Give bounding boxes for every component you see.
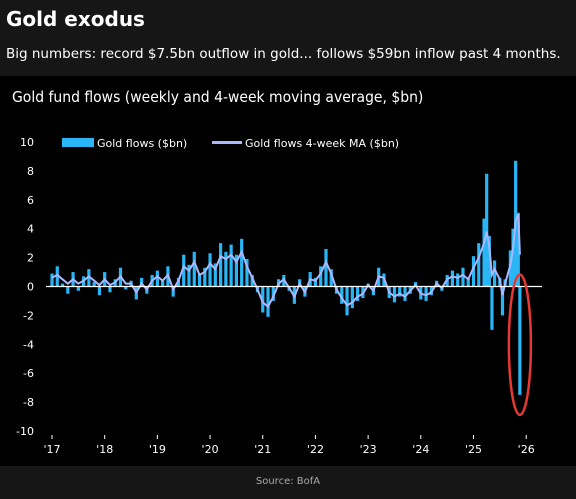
gold-flows-chart: Gold fund flows (weekly and 4-week movin…	[12, 88, 542, 456]
flow-bar	[92, 282, 96, 287]
y-tick-label: -4	[23, 338, 34, 351]
flow-bar	[208, 253, 212, 287]
flow-bar	[219, 243, 223, 287]
x-tick-label: '25	[465, 443, 482, 456]
outflow-highlight-ellipse	[507, 273, 533, 417]
chart-panel: Gold fund flows (weekly and 4-week movin…	[0, 76, 576, 466]
flow-bar	[161, 280, 165, 287]
flow-bar	[329, 269, 333, 287]
flow-bar	[345, 286, 349, 316]
flow-bar	[182, 254, 186, 287]
flow-bar	[516, 212, 520, 287]
flow-bar	[487, 235, 491, 287]
flow-bar	[392, 286, 397, 303]
y-tick-label: 4	[27, 223, 34, 236]
subheadline: Big numbers: record $7.5bn outflow in go…	[6, 46, 561, 62]
x-tick-label: '17	[43, 443, 60, 456]
flow-bar	[66, 286, 70, 294]
flow-bar	[492, 260, 497, 287]
flow-bar	[450, 270, 455, 287]
flow-bar	[187, 264, 191, 287]
flow-bar	[355, 286, 360, 301]
y-tick-label: 2	[27, 252, 34, 265]
flow-bar	[97, 286, 102, 296]
x-tick-label: '22	[307, 443, 324, 456]
flow-bar	[155, 270, 159, 287]
flow-bar	[424, 286, 428, 301]
flow-bar	[50, 273, 54, 287]
flow-bar	[313, 277, 318, 287]
flow-bar	[398, 286, 402, 297]
flow-bar	[485, 173, 489, 287]
flow-bar	[250, 274, 254, 287]
flow-bar	[350, 286, 354, 309]
x-tick-label: '26	[518, 443, 535, 456]
y-tick-label: -10	[16, 425, 34, 438]
flow-bar	[477, 243, 481, 287]
flow-bar	[76, 286, 80, 291]
flow-bar	[60, 283, 65, 287]
flow-bar	[319, 266, 323, 287]
flow-bar	[203, 267, 207, 287]
flow-bar	[55, 266, 59, 287]
flow-bar	[213, 263, 217, 287]
flow-bar	[456, 273, 460, 287]
y-tick-label: 0	[27, 281, 34, 294]
flow-bar	[197, 273, 202, 287]
flow-bar	[518, 286, 522, 395]
x-tick-label: '24	[412, 443, 429, 456]
x-tick-label: '18	[96, 443, 113, 456]
flow-bar	[271, 286, 275, 301]
flow-bar	[171, 286, 175, 297]
legend-label-gold-flows: Gold flows ($bn)	[97, 137, 187, 150]
flow-bar	[403, 286, 407, 301]
flow-bar	[324, 248, 328, 287]
y-tick-label: -6	[23, 367, 34, 380]
y-tick-label: -8	[23, 396, 34, 409]
flow-bar	[466, 277, 470, 287]
ma-line	[51, 213, 521, 309]
flow-bar	[482, 218, 486, 287]
flow-bar	[87, 269, 91, 287]
flow-bar	[340, 286, 344, 304]
flow-bar	[124, 286, 128, 290]
legend-label-ma: Gold flows 4-week MA ($bn)	[245, 137, 399, 150]
x-tick-label: '20	[202, 443, 219, 456]
flow-bar	[261, 286, 265, 313]
flow-bar	[192, 251, 196, 287]
flow-bar	[234, 254, 239, 287]
flow-bar	[500, 286, 505, 316]
flow-bar	[224, 251, 228, 287]
flow-bar	[229, 244, 233, 287]
flow-bar	[461, 267, 465, 287]
flow-bar	[266, 286, 270, 317]
y-tick-label: 10	[20, 136, 34, 149]
x-tick-label: '23	[360, 443, 377, 456]
y-tick-label: 8	[27, 165, 34, 178]
headline: Gold exodus	[6, 7, 145, 31]
flow-bar	[490, 286, 494, 330]
flow-bar	[471, 256, 476, 287]
flow-bar	[511, 228, 515, 287]
x-tick-label: '19	[149, 443, 166, 456]
flow-bar	[108, 286, 112, 293]
legend-swatch-gold-flows	[62, 138, 94, 147]
y-tick-label: -2	[23, 309, 34, 322]
legend: Gold flows ($bn) Gold flows 4-week MA ($…	[62, 137, 399, 150]
source-note: Source: BofA	[255, 476, 321, 487]
chart-title: Gold fund flows (weekly and 4-week movin…	[12, 88, 423, 106]
x-tick-label: '21	[254, 443, 271, 456]
y-tick-label: 6	[27, 194, 34, 207]
flow-bar	[240, 238, 244, 287]
flow-bar	[245, 259, 249, 287]
